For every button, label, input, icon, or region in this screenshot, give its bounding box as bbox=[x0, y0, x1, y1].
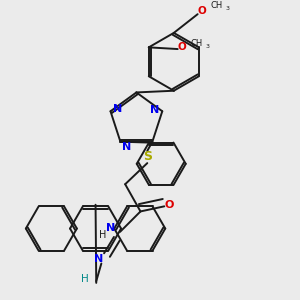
Text: N: N bbox=[113, 103, 123, 113]
Text: O: O bbox=[177, 42, 186, 52]
Text: N: N bbox=[150, 104, 159, 115]
Text: N: N bbox=[94, 254, 103, 264]
Text: N: N bbox=[106, 223, 115, 233]
Text: H: H bbox=[99, 230, 106, 240]
Text: CH: CH bbox=[190, 39, 202, 48]
Text: CH: CH bbox=[210, 1, 223, 10]
Text: O: O bbox=[164, 200, 173, 210]
Text: O: O bbox=[197, 6, 206, 16]
Text: H: H bbox=[82, 274, 89, 284]
Text: N: N bbox=[122, 142, 131, 152]
Text: 3: 3 bbox=[206, 44, 210, 49]
Text: S: S bbox=[143, 151, 152, 164]
Text: 3: 3 bbox=[226, 5, 230, 10]
